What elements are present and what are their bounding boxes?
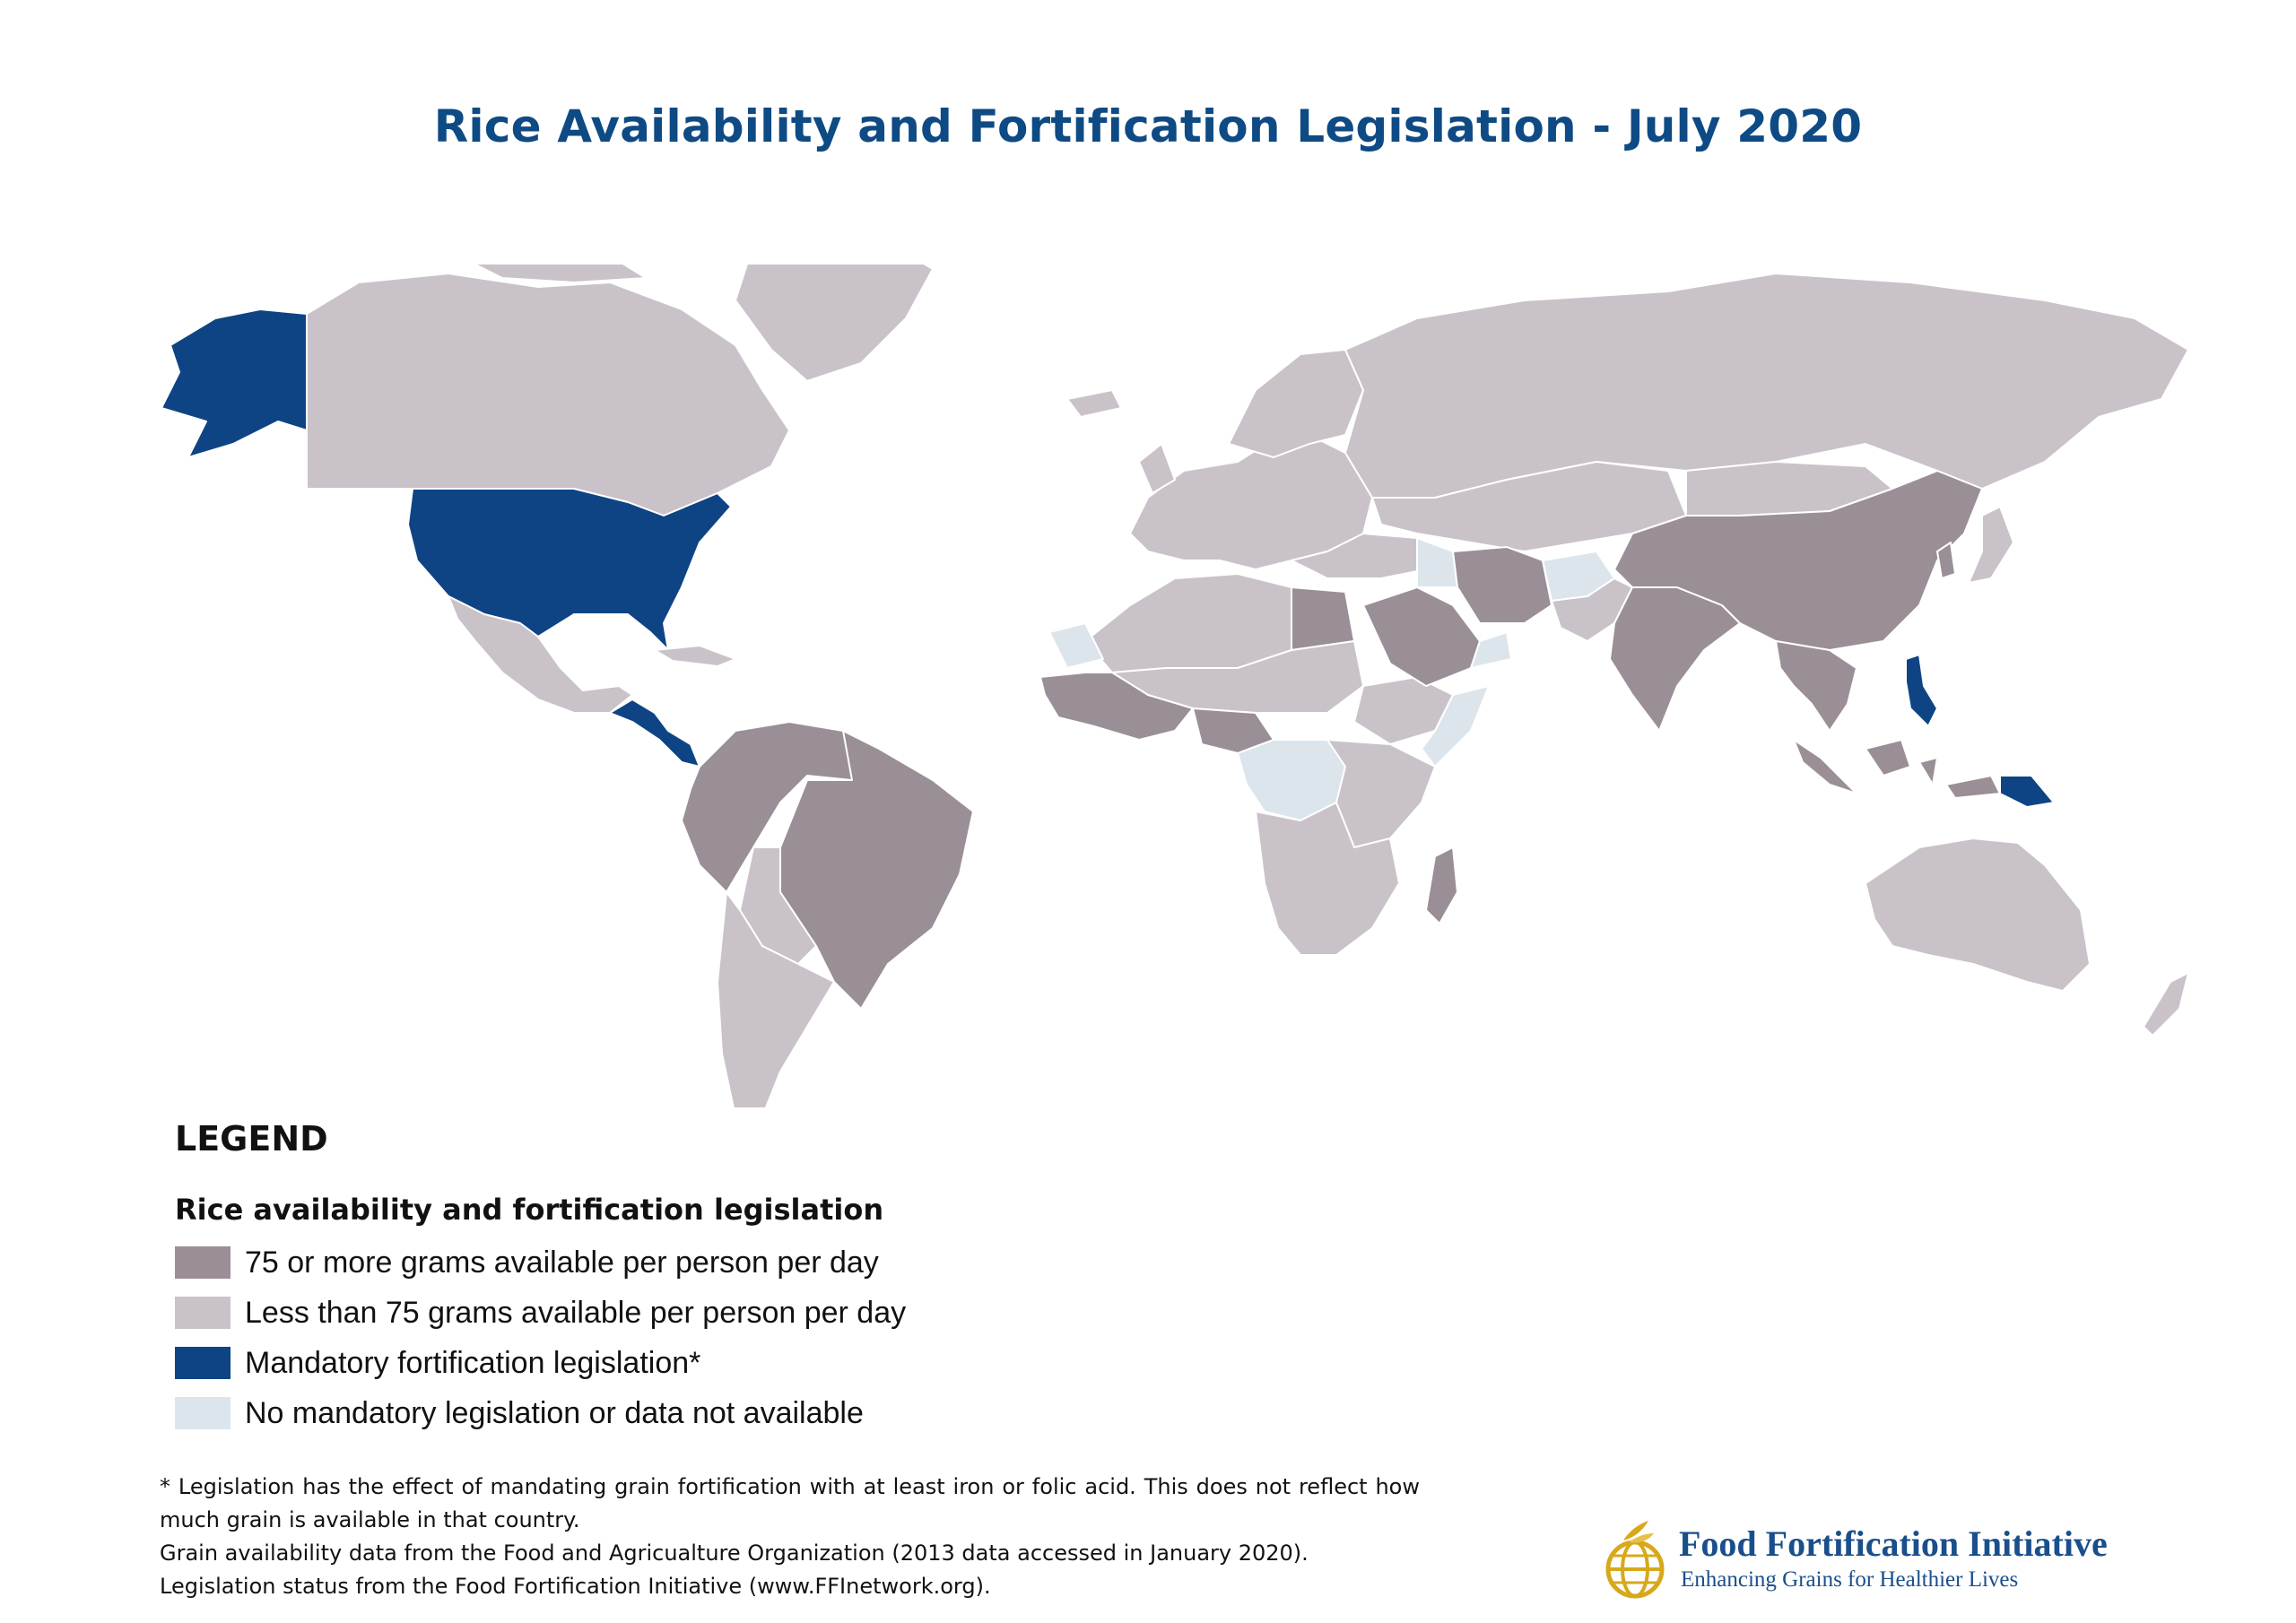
- region-south-america-north: [681, 721, 871, 893]
- region-korea: [1936, 542, 1956, 579]
- world-map: [161, 265, 2189, 1107]
- region-caribbean: [654, 645, 736, 667]
- region-argentina-chile: [717, 891, 835, 1107]
- region-west-africa: [1039, 672, 1194, 741]
- region-new-zealand: [2143, 972, 2189, 1037]
- source-grain: Grain availability data from the Food an…: [160, 1541, 1309, 1566]
- logo-tagline: Enhancing Grains for Healthier Lives: [1681, 1567, 2019, 1592]
- region-iran: [1452, 546, 1552, 624]
- region-alaska: [161, 308, 308, 458]
- region-japan: [1968, 506, 2014, 584]
- map-title: Rice Availability and Fortification Legi…: [433, 100, 1863, 152]
- region-arctic-islands: [473, 265, 647, 283]
- region-egypt: [1291, 586, 1355, 651]
- legend-swatch: [175, 1397, 230, 1429]
- legend-label: No mandatory legislation or data not ava…: [245, 1395, 864, 1430]
- legend-item: Less than 75 grams available per person …: [175, 1288, 906, 1338]
- legend-item: Mandatory fortification legislation*: [175, 1338, 906, 1388]
- region-southeast-asia: [1775, 640, 1857, 732]
- region-usa: [407, 488, 732, 651]
- region-philippines: [1905, 654, 1938, 727]
- legend-swatch: [175, 1347, 230, 1379]
- legend-swatch: [175, 1297, 230, 1329]
- region-china: [1613, 470, 1983, 651]
- region-australia: [1865, 838, 2091, 992]
- legend-label: Mandatory fortification legislation*: [245, 1345, 701, 1380]
- region-north-africa: [1084, 573, 1292, 673]
- region-southern-africa: [1255, 802, 1400, 956]
- region-canada: [306, 273, 790, 516]
- legend-item: No mandatory legislation or data not ava…: [175, 1388, 906, 1438]
- ffi-logo: Food Fortification Initiative Enhancing …: [1596, 1515, 2188, 1605]
- region-india: [1609, 586, 1741, 732]
- legend-heading: LEGEND: [175, 1119, 328, 1159]
- region-papua-new-guinea: [1999, 775, 2055, 808]
- globe-wheat-icon: [1605, 1521, 1665, 1599]
- region-uk: [1138, 443, 1176, 494]
- region-oman: [1470, 631, 1512, 669]
- legend-item: 75 or more grams available per person pe…: [175, 1237, 906, 1288]
- region-indonesia: [1793, 739, 2001, 799]
- region-saudi-arabia: [1362, 586, 1481, 687]
- legend: LEGEND Rice availability and fortificati…: [175, 1119, 906, 1438]
- region-mexico: [448, 595, 633, 714]
- region-iraq: [1416, 537, 1458, 588]
- footnotes: * Legislation has the effect of mandatin…: [160, 1471, 1420, 1603]
- footnote-legislation: * Legislation has the effect of mandatin…: [160, 1474, 1420, 1532]
- region-western-sahara: [1048, 622, 1104, 669]
- legend-label: 75 or more grams available per person pe…: [245, 1245, 879, 1280]
- region-scandinavia: [1228, 349, 1364, 458]
- legend-swatch: [175, 1246, 230, 1279]
- region-greenland: [735, 265, 934, 382]
- region-madagascar: [1425, 846, 1458, 924]
- source-legislation: Legislation status from the Food Fortifi…: [160, 1574, 991, 1599]
- logo-name: Food Fortification Initiative: [1679, 1523, 2108, 1564]
- legend-subtitle: Rice availability and fortification legi…: [175, 1193, 884, 1227]
- region-brazil: [779, 730, 974, 1010]
- region-iceland: [1066, 389, 1122, 418]
- region-central-america: [609, 699, 700, 768]
- legend-label: Less than 75 grams available per person …: [245, 1295, 907, 1330]
